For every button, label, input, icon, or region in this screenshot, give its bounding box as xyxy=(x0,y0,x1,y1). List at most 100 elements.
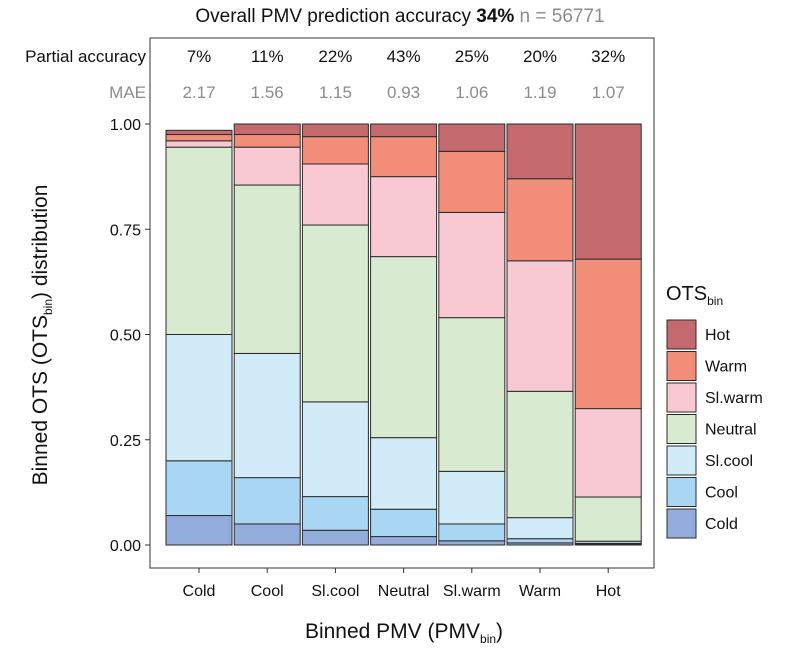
bar-segment xyxy=(165,334,233,462)
x-tick-label: Neutral xyxy=(378,583,430,600)
bar-segment xyxy=(370,437,438,510)
partial-accuracy-value: 25% xyxy=(455,47,489,66)
bar-segment xyxy=(438,211,506,319)
x-tick-label: Cold xyxy=(183,583,216,600)
legend-title-sub: bin xyxy=(707,294,723,308)
mae-value: 1.56 xyxy=(251,83,284,102)
legend-label: Sl.warm xyxy=(705,390,763,407)
bar-segment xyxy=(233,184,301,354)
mae-value: 2.17 xyxy=(182,83,215,102)
bar-stack xyxy=(574,123,642,546)
x-tick-label: Sl.warm xyxy=(443,583,501,600)
y-tick-label: 0.00 xyxy=(110,538,141,555)
chart-title-prefix: Overall PMV prediction accuracy xyxy=(195,6,476,27)
legend-label: Cold xyxy=(705,516,738,533)
x-tick-label: Warm xyxy=(519,583,561,600)
bar-segment xyxy=(370,176,438,258)
x-axis-title-sub: bin xyxy=(480,632,496,646)
bar-stack xyxy=(233,123,301,546)
y-axis-title-main: Binned OTS (OTS xyxy=(29,315,52,485)
bar-segment xyxy=(438,317,506,472)
bar-segment xyxy=(506,517,574,540)
legend-label: Warm xyxy=(705,359,747,376)
chart-title: Overall PMV prediction accuracy 34% n = … xyxy=(195,6,604,27)
x-axis-title: Binned PMV (PMVbin) xyxy=(305,620,503,646)
legend-label: Sl.cool xyxy=(705,453,753,470)
bar-segment xyxy=(301,163,369,226)
bar-segment xyxy=(301,529,369,546)
bar-stack xyxy=(165,129,233,546)
bar-segment xyxy=(506,538,574,544)
bar-segment xyxy=(370,256,438,439)
partial-accuracy-value: 32% xyxy=(591,47,625,66)
bar-segment xyxy=(506,178,574,262)
bar-segment xyxy=(370,536,438,546)
bar-segment xyxy=(506,260,574,392)
partial-accuracy-row-label: Partial accuracy xyxy=(25,47,146,66)
bar-segment xyxy=(438,150,506,213)
bar-segment xyxy=(301,401,369,498)
plot-panel-border xyxy=(149,37,655,569)
mae-row-label: MAE xyxy=(109,83,146,102)
mae-value: 1.07 xyxy=(592,83,625,102)
legend-label: Hot xyxy=(705,327,730,344)
bar-segment xyxy=(165,140,233,148)
bar-segment xyxy=(438,523,506,542)
bar-segment xyxy=(233,352,301,479)
legend-label: Neutral xyxy=(705,422,757,439)
bars-layer xyxy=(165,123,642,546)
x-tick-label: Sl.cool xyxy=(311,583,359,600)
bar-stack xyxy=(370,123,438,546)
bar-segment xyxy=(301,224,369,403)
partial-accuracy-value: 43% xyxy=(387,47,421,66)
legend-swatch xyxy=(666,477,697,507)
y-axis-title-close: ) distribution xyxy=(29,185,52,299)
y-axis-title: Binned OTS (OTSbin) distribution xyxy=(29,185,55,486)
bar-stack xyxy=(506,123,574,546)
y-tick-label: 1.00 xyxy=(110,117,141,134)
legend-title-main: OTS xyxy=(666,283,707,305)
legend-swatch xyxy=(666,351,697,381)
bar-segment xyxy=(233,123,301,136)
bar-segment xyxy=(165,129,233,136)
x-axis: Cold Cool Sl.cool Neutral Sl.warm Warm Hot xyxy=(183,568,621,600)
bar-segment xyxy=(165,146,233,335)
partial-accuracy-value: 20% xyxy=(523,47,557,66)
mae-value: 0.93 xyxy=(387,83,420,102)
bar-stack xyxy=(438,123,506,546)
bar-segment xyxy=(165,460,233,517)
bar-segment xyxy=(165,134,233,142)
bar-segment xyxy=(506,123,574,180)
partial-accuracy-value: 7% xyxy=(187,47,212,66)
legend-title: OTSbin xyxy=(666,283,723,308)
bar-segment xyxy=(233,477,301,525)
sample-size-label: n = 56771 xyxy=(514,6,604,27)
bar-stack xyxy=(301,123,369,546)
bar-segment xyxy=(165,515,233,546)
bar-segment xyxy=(574,408,642,498)
overall-accuracy-value: 34% xyxy=(476,6,514,27)
bar-segment xyxy=(370,123,438,138)
bar-segment xyxy=(233,523,301,546)
y-tick-label: 0.25 xyxy=(110,433,141,450)
bar-segment xyxy=(233,146,301,186)
x-axis-title-main: Binned PMV (PMV xyxy=(305,620,480,643)
bar-segment xyxy=(233,134,301,148)
partial-accuracy-value: 11% xyxy=(251,47,284,66)
summary-rows: 7% 11% 22% 43% 25% 20% 32% 2.17 1.56 1.15 0.93 1.06… xyxy=(182,47,625,102)
y-tick-label: 0.50 xyxy=(110,328,141,345)
bar-segment xyxy=(506,390,574,519)
x-axis-title-close: ) xyxy=(496,620,503,643)
legend-swatch xyxy=(666,319,697,350)
mae-value: 1.15 xyxy=(319,83,352,102)
y-tick-label: 0.75 xyxy=(110,222,141,239)
bar-segment xyxy=(301,123,369,138)
bar-segment xyxy=(438,470,506,525)
bar-segment xyxy=(438,123,506,152)
legend-swatch xyxy=(666,508,697,539)
bar-segment xyxy=(574,123,642,260)
mae-value: 1.06 xyxy=(455,83,488,102)
legend-swatch xyxy=(666,445,697,476)
legend-label: Cool xyxy=(705,485,738,502)
